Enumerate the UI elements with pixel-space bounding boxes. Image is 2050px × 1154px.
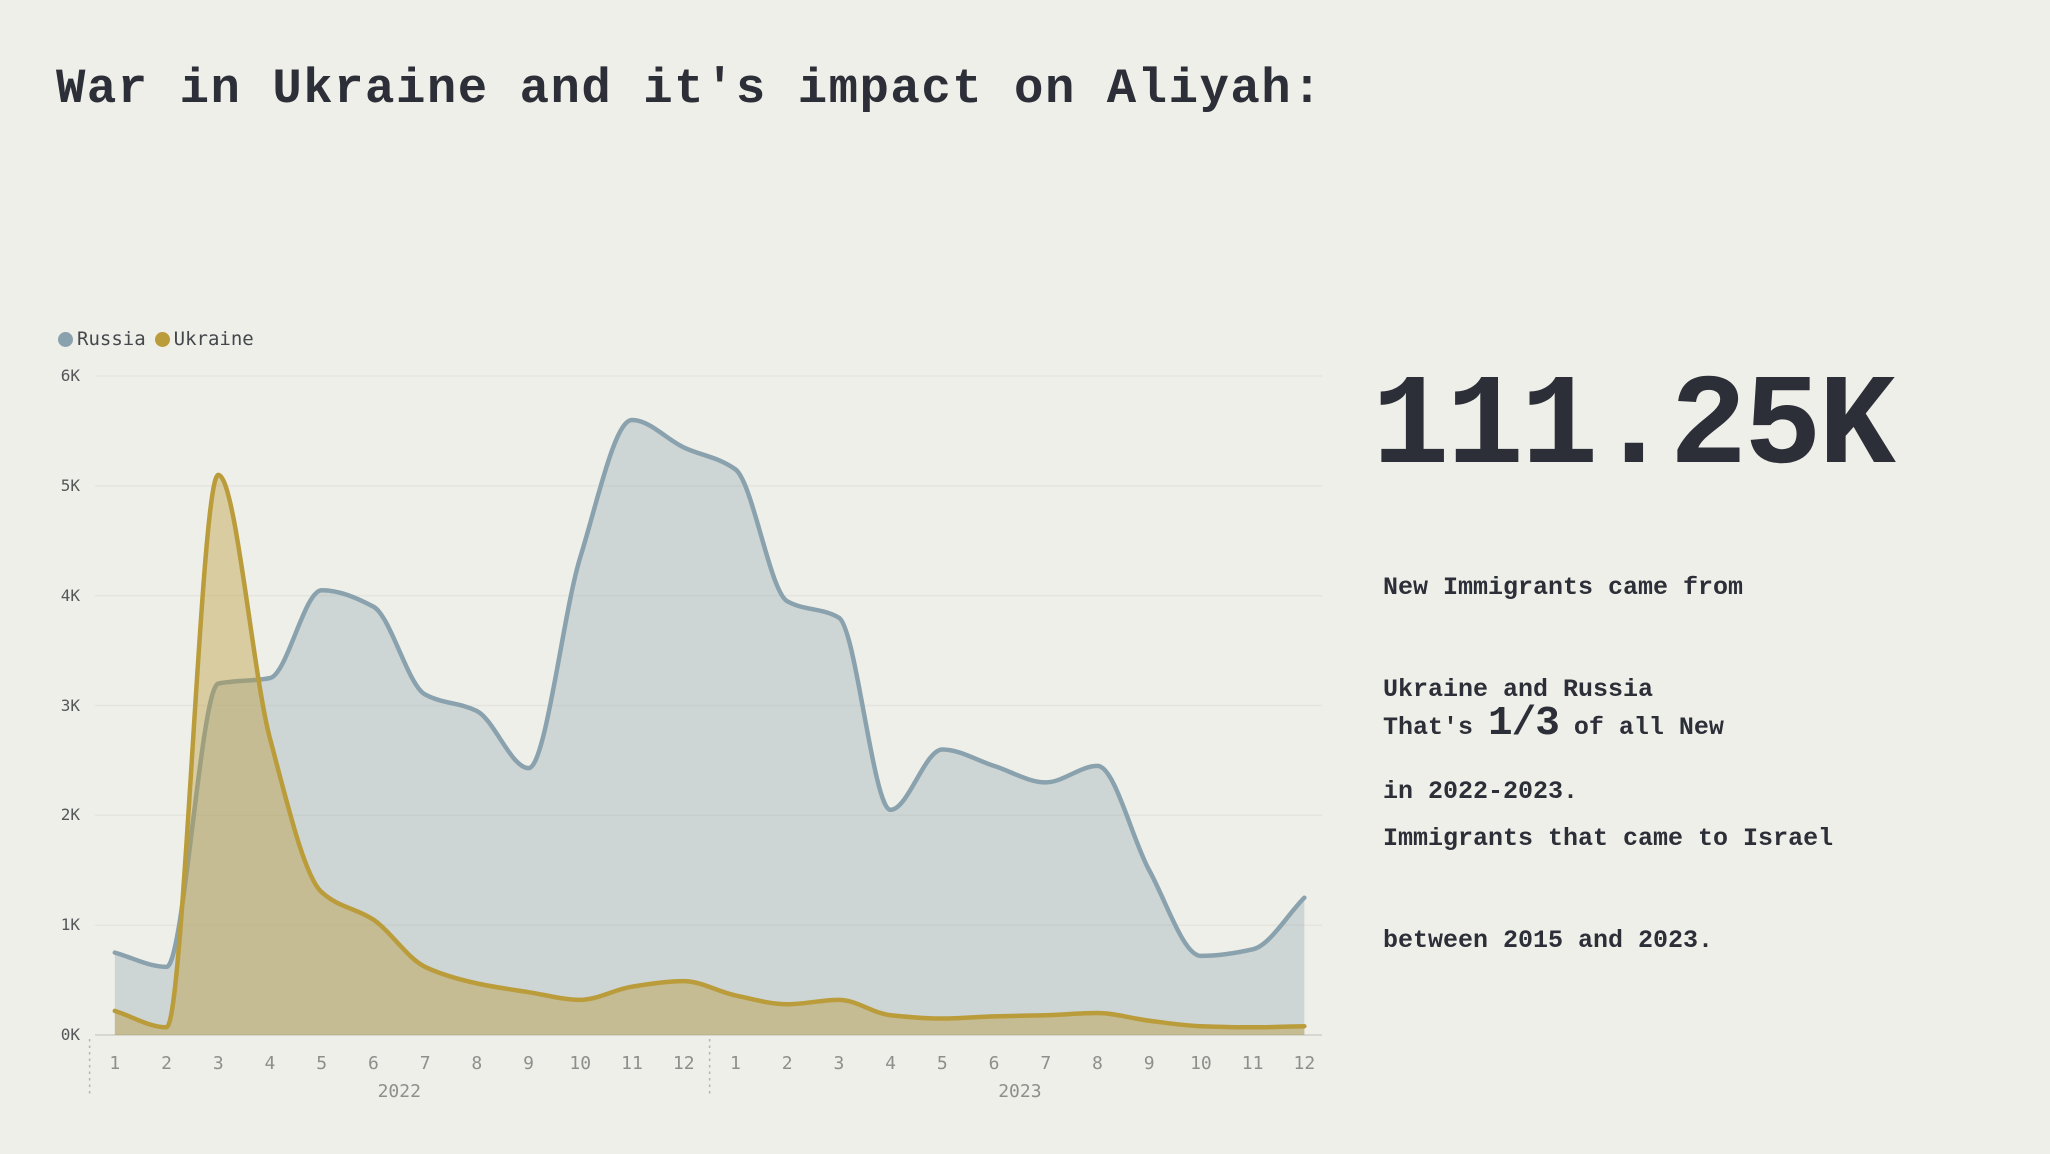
year-label: 2022	[377, 1081, 421, 1102]
x-tick-label: 9	[1143, 1053, 1155, 1074]
x-tick-label: 12	[1293, 1053, 1316, 1074]
stat-value: 111.25K	[1372, 355, 1896, 501]
x-tick-label: 4	[885, 1053, 897, 1074]
x-tick-label: 2	[781, 1053, 793, 1074]
stat-note-line: Immigrants that came to Israel	[1383, 824, 1834, 853]
x-tick-label: 10	[569, 1053, 592, 1074]
russia-area	[114, 419, 1305, 1035]
stat-note-line: between 2015 and 2023.	[1383, 926, 1714, 955]
legend-label-russia: Russia	[77, 328, 146, 350]
stat-note-2: That's 1/3 of all New Immigrants that ca…	[1383, 630, 1833, 1026]
x-tick-label: 3	[212, 1053, 224, 1074]
x-tick-label: 6	[367, 1053, 379, 1074]
x-tick-label: 8	[1092, 1053, 1103, 1074]
stat-note-line: in 2022-2023.	[1383, 777, 1579, 806]
legend-item-ukraine[interactable]: Ukraine	[154, 328, 254, 350]
stat-note-text: That's	[1383, 713, 1489, 742]
ukraine-series-dot-icon	[154, 331, 170, 347]
ukraine-line	[112, 472, 1307, 1030]
y-tick-label: 5K	[60, 475, 80, 495]
russia-series-dot-icon	[58, 331, 73, 347]
y-tick-label: 0K	[60, 1025, 80, 1044]
legend-item-russia[interactable]: Russia	[58, 328, 146, 350]
x-tick-label: 9	[523, 1053, 534, 1074]
stat-note-line: Ukraine and Russia	[1383, 675, 1654, 704]
x-tick-label: 7	[419, 1053, 431, 1074]
legend-label-ukraine: Ukraine	[173, 328, 254, 350]
x-tick-label: 1	[730, 1053, 741, 1074]
x-tick-label: 8	[471, 1053, 483, 1074]
russia-line	[112, 417, 1307, 970]
x-tick-label: 2	[161, 1053, 172, 1074]
year-label: 2023	[998, 1081, 1042, 1102]
x-tick-label: 6	[988, 1053, 1000, 1074]
stat-note-line: That's 1/3 of all New	[1383, 698, 1833, 754]
x-tick-label: 5	[936, 1053, 948, 1074]
stat-note-text: of all New	[1558, 713, 1724, 742]
x-tick-label: 7	[1040, 1053, 1052, 1074]
x-tick-label: 4	[264, 1053, 276, 1074]
y-tick-label: 1K	[60, 915, 80, 935]
x-tick-label: 3	[833, 1053, 845, 1074]
x-tick-label: 10	[1190, 1053, 1212, 1074]
page-title: War in Ukraine and it's impact on Aliyah…	[56, 61, 1324, 117]
y-tick-label: 6K	[60, 366, 80, 386]
one-third-fraction: 1/3	[1488, 701, 1560, 747]
y-tick-label: 4K	[60, 585, 80, 605]
chart-legend: Russia Ukraine	[58, 326, 254, 352]
x-tick-label: 12	[672, 1053, 695, 1074]
y-tick-label: 2K	[60, 805, 80, 825]
x-tick-label: 11	[1241, 1053, 1264, 1074]
x-tick-label: 5	[316, 1053, 328, 1074]
x-tick-label: 11	[621, 1053, 643, 1074]
y-tick-label: 3K	[60, 695, 80, 715]
stat-note-line: New Immigrants came from	[1383, 573, 1744, 602]
x-tick-label: 1	[109, 1053, 121, 1074]
stat-note-1: New Immigrants came from Ukraine and Rus…	[1383, 503, 1743, 877]
